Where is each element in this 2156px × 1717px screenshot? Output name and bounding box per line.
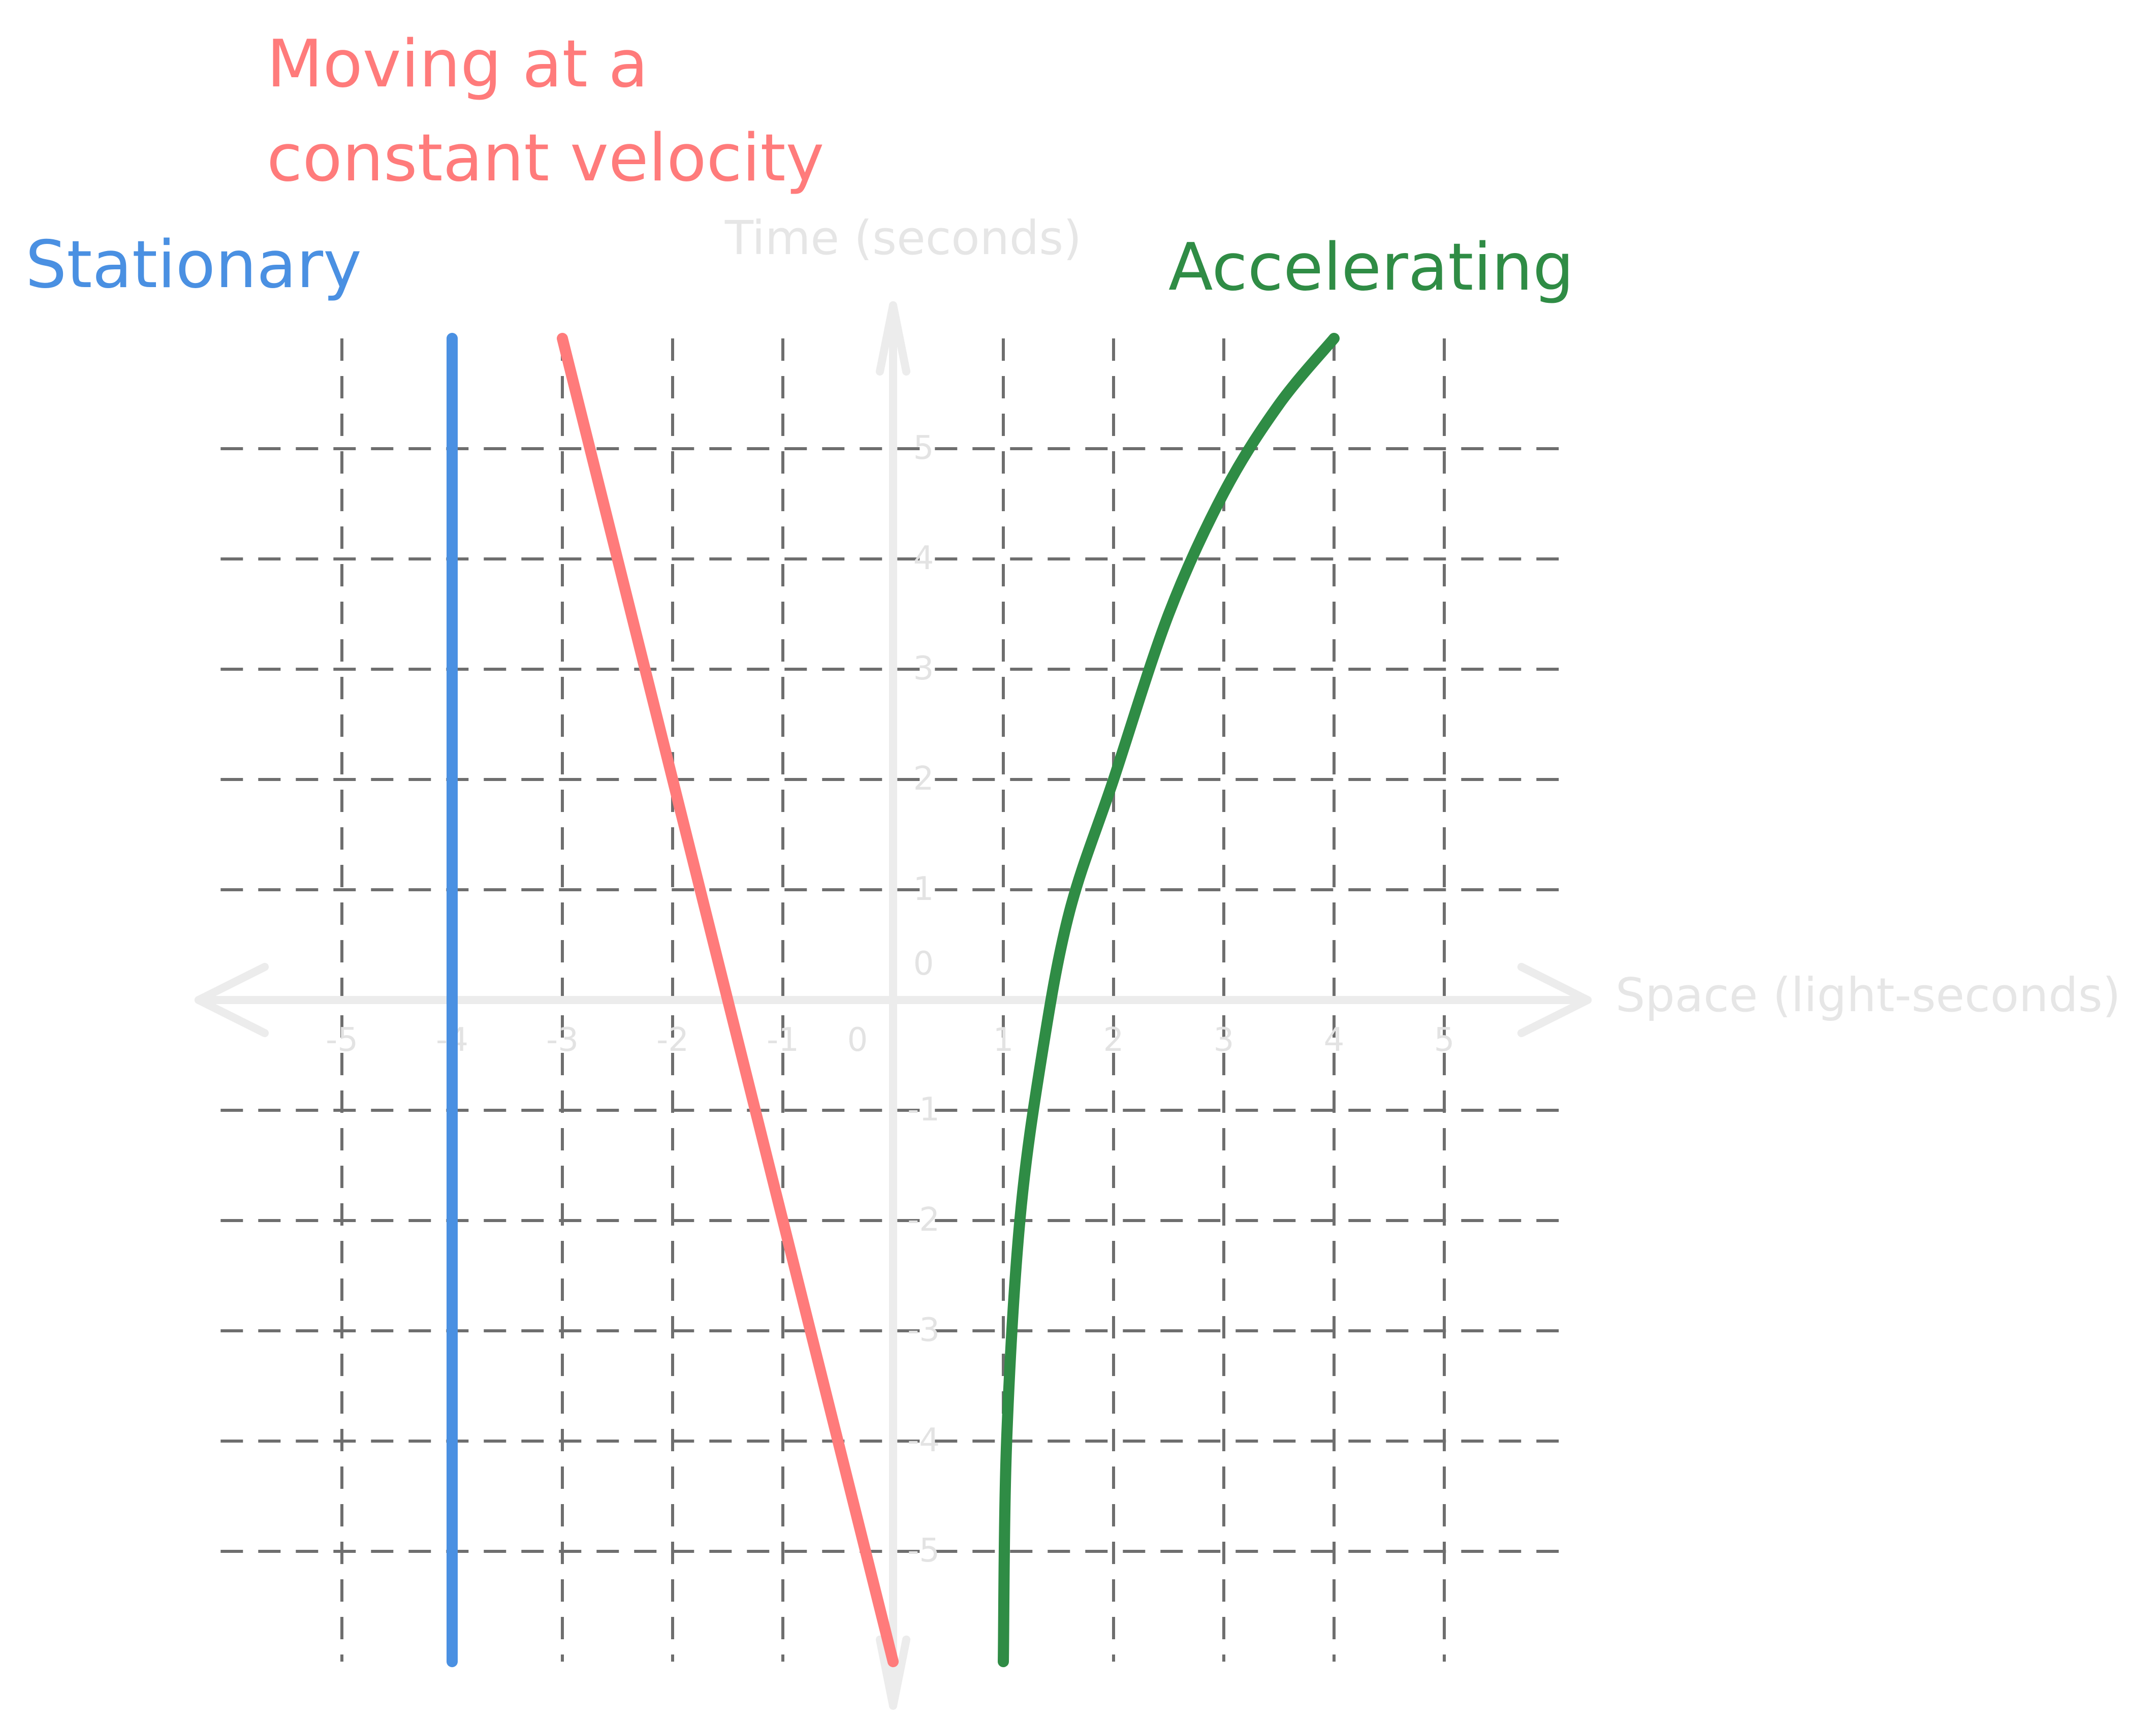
annotation-constant-velocity-line1: Moving at a [267,26,648,102]
x-tick-label: 1 [993,1021,1014,1059]
y-tick-label: 3 [913,650,934,688]
series-lines [447,333,1340,1667]
y-tick-label: 1 [913,870,934,908]
x-tick-label: 0 [847,1021,868,1059]
y-tick-label: -3 [907,1312,940,1349]
y-tick-label: 0 [913,945,934,983]
y-axis-bottom-arrow [875,1635,911,1710]
series-line-moving-at-a-constant-velocity [557,333,899,1667]
series-line-accelerating [998,333,1340,1667]
x-tick-label: -5 [326,1021,358,1059]
x-tick-label: -2 [656,1021,689,1059]
x-axis-right-arrow [1517,962,1592,1038]
x-tick-label: 5 [1434,1021,1455,1059]
y-tick-label: -2 [907,1201,940,1239]
annotation-stationary: Stationary [25,227,362,303]
y-tick-label: -4 [907,1422,940,1459]
y-axis-top-arrow [875,301,911,376]
y-axis-label: Time (seconds) [724,211,1082,265]
y-tick-label: 5 [913,429,934,467]
annotation-accelerating: Accelerating [1168,230,1574,305]
x-axis-left-arrow [194,962,269,1038]
y-tick-label: 2 [913,760,934,798]
annotation-constant-velocity-line2: constant velocity [267,120,824,196]
axes [194,301,1592,1710]
x-axis-label: Space (light-seconds) [1615,968,2121,1022]
x-tick-label: 3 [1214,1021,1234,1059]
x-tick-label: 2 [1103,1021,1124,1059]
y-tick-label: 4 [913,540,934,577]
x-tick-label: -3 [546,1021,579,1059]
y-tick-label: -1 [907,1091,940,1129]
x-tick-label: -1 [767,1021,799,1059]
y-tick-label: -5 [907,1532,940,1570]
x-tick-label: 4 [1324,1021,1345,1059]
